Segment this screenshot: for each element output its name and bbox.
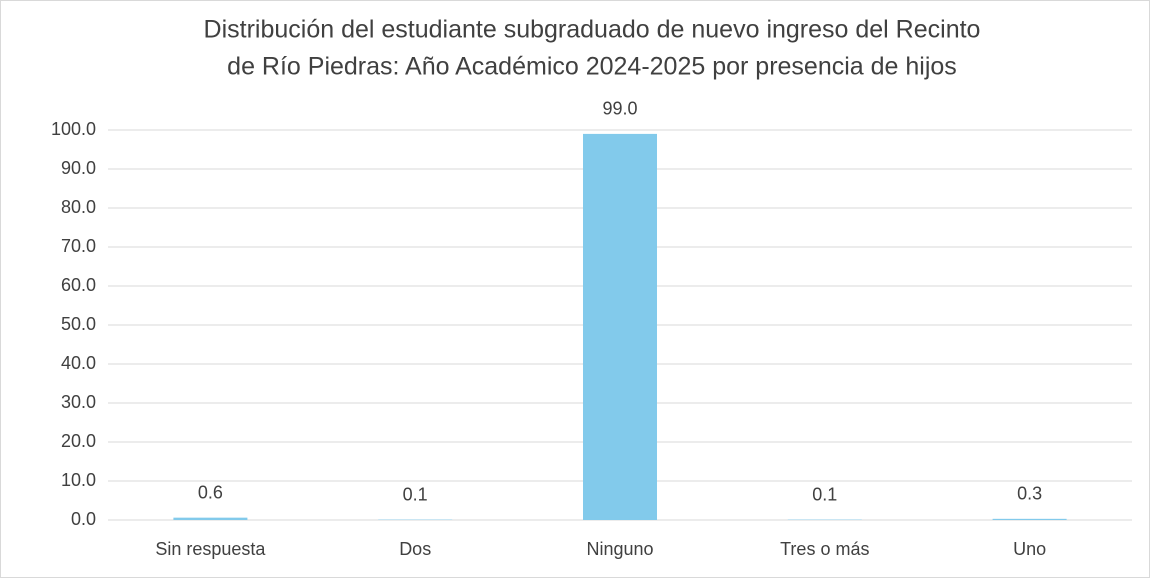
y-tick-label: 70.0	[61, 236, 96, 256]
data-label: 0.1	[403, 484, 428, 504]
y-tick-label: 100.0	[51, 119, 96, 139]
bar	[992, 518, 1067, 520]
data-label: 99.0	[602, 99, 637, 119]
y-tick-label: 50.0	[61, 314, 96, 334]
y-tick-label: 10.0	[61, 470, 96, 490]
y-tick-label: 0.0	[71, 509, 96, 529]
x-tick-label: Tres o más	[780, 539, 869, 559]
y-tick-label: 30.0	[61, 392, 96, 412]
bar	[583, 133, 657, 520]
y-tick-label: 20.0	[61, 431, 96, 451]
x-tick-label: Ninguno	[586, 539, 653, 559]
y-tick-label: 60.0	[61, 275, 96, 295]
y-tick-label: 80.0	[61, 197, 96, 217]
chart-title: Distribución del estudiante subgraduado …	[204, 16, 981, 44]
y-tick-label: 90.0	[61, 158, 96, 178]
x-tick-label: Dos	[399, 539, 431, 559]
y-tick-label: 40.0	[61, 353, 96, 373]
x-tick-label: Uno	[1013, 539, 1046, 559]
chart-title: de Río Piedras: Año Académico 2024-2025 …	[227, 53, 957, 81]
data-label: 0.6	[198, 482, 223, 502]
bar	[173, 517, 248, 520]
data-label: 0.1	[812, 484, 837, 504]
data-label: 0.3	[1017, 484, 1042, 504]
x-tick-label: Sin respuesta	[155, 539, 266, 559]
